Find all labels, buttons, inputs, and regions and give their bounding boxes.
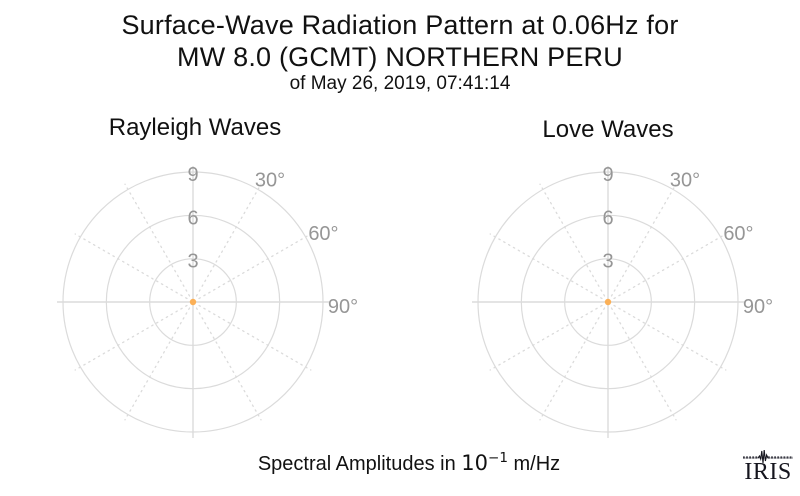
angle-grid-spoke xyxy=(613,233,727,300)
angle-grid-spoke xyxy=(539,183,606,297)
angle-tick-label: 60° xyxy=(308,223,338,245)
angle-grid-spoke xyxy=(610,307,677,421)
angle-tick-label: 30° xyxy=(670,170,700,192)
angle-tick-label: 30° xyxy=(255,170,285,192)
angle-grid-spoke xyxy=(74,304,188,371)
figure-title-datetime: of May 26, 2019, 07:41:14 xyxy=(289,73,511,94)
angle-grid-spoke xyxy=(610,183,677,297)
love-waves-heading: Love Waves xyxy=(542,116,674,143)
radial-tick-label: 3 xyxy=(187,251,198,273)
caption-prefix: Spectral Amplitudes in xyxy=(257,453,462,475)
angle-grid-spoke xyxy=(124,307,191,421)
figure-title-line1: Surface-Wave Radiation Pattern at 0.06Hz… xyxy=(121,10,679,40)
radiation-pattern-marker xyxy=(189,298,197,306)
iris-logo-text: IRIS xyxy=(744,459,792,485)
iris-logo: IRIS xyxy=(741,449,795,485)
amplitude-caption: Spectral Amplitudes in 10−1 m/Hz xyxy=(9,451,800,476)
radial-tick-label: 9 xyxy=(187,164,198,186)
figure-title-line2: MW 8.0 (GCMT) NORTHERN PERU xyxy=(177,42,623,72)
caption-power: 10−1 xyxy=(461,451,508,475)
angle-grid-spoke xyxy=(489,304,603,371)
angle-grid-spoke xyxy=(195,183,262,297)
angle-grid-spoke xyxy=(74,233,188,300)
seismogram-icon xyxy=(743,449,793,464)
caption-suffix: m/Hz xyxy=(507,453,561,475)
radiation-pattern-marker xyxy=(604,298,612,306)
angle-tick-label: 90° xyxy=(743,296,773,318)
caption-power-exponent: −1 xyxy=(488,450,508,466)
radial-tick-label: 6 xyxy=(602,207,613,229)
caption-power-base: 10 xyxy=(461,451,489,475)
rayleigh-waves-heading: Rayleigh Waves xyxy=(108,114,282,141)
angle-grid-spoke xyxy=(198,304,312,371)
angle-tick-label: 60° xyxy=(723,223,753,245)
love-polar-plot: 3 6 9 30° 60° 90° xyxy=(472,164,773,438)
radial-tick-label: 9 xyxy=(602,164,613,186)
angle-grid-spoke xyxy=(613,304,727,371)
radial-tick-label: 3 xyxy=(602,251,613,273)
angle-grid-spoke xyxy=(124,183,191,297)
rayleigh-polar-plot: 3 6 9 30° 60° 90° xyxy=(57,164,358,438)
angle-grid-spoke xyxy=(489,233,603,300)
angle-grid-spoke xyxy=(198,233,312,300)
radial-tick-label: 6 xyxy=(187,207,198,229)
angle-grid-spoke xyxy=(195,307,262,421)
angle-tick-label: 90° xyxy=(328,296,358,318)
angle-grid-spoke xyxy=(539,307,606,421)
